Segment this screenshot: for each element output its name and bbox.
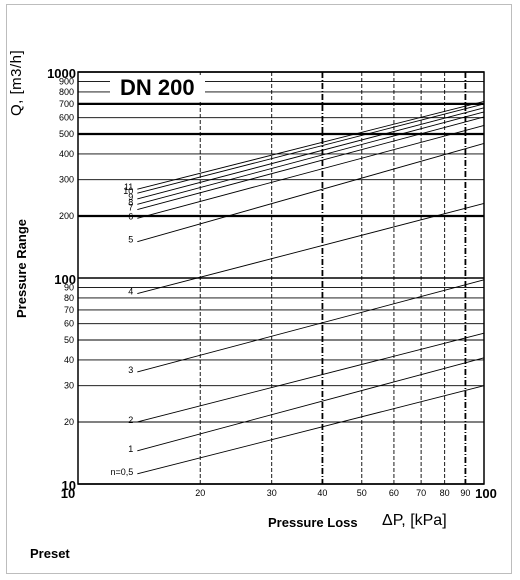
series-line [137, 357, 485, 452]
x-tick-label: 80 [440, 488, 450, 498]
footer-preset-label: Preset [30, 546, 70, 561]
series-line [137, 125, 485, 219]
x-tick-label: 60 [389, 488, 399, 498]
y-tick-label: 800 [59, 87, 74, 97]
series-label: 8 [128, 197, 133, 207]
y-tick-label: 30 [64, 381, 74, 391]
series-label: 11 [124, 182, 133, 192]
y-tick-label: 60 [64, 319, 74, 329]
x-tick-label: 20 [195, 488, 205, 498]
y-tick-label: 700 [59, 99, 74, 109]
x-tick-label: 90 [460, 488, 470, 498]
x-tick-label: 70 [416, 488, 426, 498]
y-tick-label: 600 [59, 113, 74, 123]
x-axis-symbol: ΔP, [kPa] [382, 512, 447, 529]
series-label: 10 [123, 186, 133, 196]
series-line [137, 116, 485, 210]
series-label: 1 [128, 444, 133, 454]
series-line [137, 107, 485, 200]
series-label: 6 [128, 211, 133, 221]
series-line [137, 279, 485, 373]
y-tick-label: 900 [59, 76, 74, 86]
y-tick-label-major: 100 [54, 272, 76, 287]
x-tick-label: 50 [357, 488, 367, 498]
y-tick-label: 90 [64, 282, 74, 292]
y-tick-label: 40 [64, 355, 74, 365]
y-tick-label: 50 [64, 335, 74, 345]
x-tick-labels: 10 20 30 40 50 60 70 80 90 100 [61, 486, 497, 501]
series-label: 3 [128, 365, 133, 375]
chart-frame [6, 4, 512, 574]
series-lines [137, 100, 485, 475]
series-line [137, 332, 485, 423]
series-line [137, 385, 485, 475]
y-tick-label: 20 [64, 417, 74, 427]
y-tick-label: 70 [64, 305, 74, 315]
y-tick-label: 200 [59, 211, 74, 221]
x-tick-label: 30 [267, 488, 277, 498]
y-tick-label: 500 [59, 129, 74, 139]
series-line [137, 143, 485, 243]
y-tick-label: 400 [59, 149, 74, 159]
y-gridlines [78, 71, 484, 485]
y-tick-label-major: 1000 [47, 66, 76, 81]
x-tick-label: 40 [317, 488, 327, 498]
y-tick-label: 300 [59, 175, 74, 185]
series-label: 2 [128, 415, 133, 425]
y-tick-label-major: 10 [62, 478, 76, 493]
series-label: n=0,5 [111, 467, 134, 477]
series-label: 9 [128, 192, 133, 202]
series-label: 5 [128, 235, 133, 245]
series-line [137, 100, 485, 190]
x-axis-label: Pressure Loss [268, 515, 358, 530]
y-axis-symbol: Q, [m3/h] [8, 49, 25, 116]
x-tick-label: 10 [61, 486, 75, 501]
chart-title: DN 200 [110, 75, 205, 101]
plot-area-border [77, 71, 485, 485]
series-label: 4 [128, 287, 133, 297]
series-line [137, 111, 485, 205]
y-axis-label: Pressure Range [14, 219, 29, 318]
series-line [137, 203, 485, 295]
x-tick-label: 100 [475, 486, 497, 501]
y-tick-label: 80 [64, 293, 74, 303]
series-label: 7 [128, 203, 133, 213]
series-line [137, 103, 485, 194]
